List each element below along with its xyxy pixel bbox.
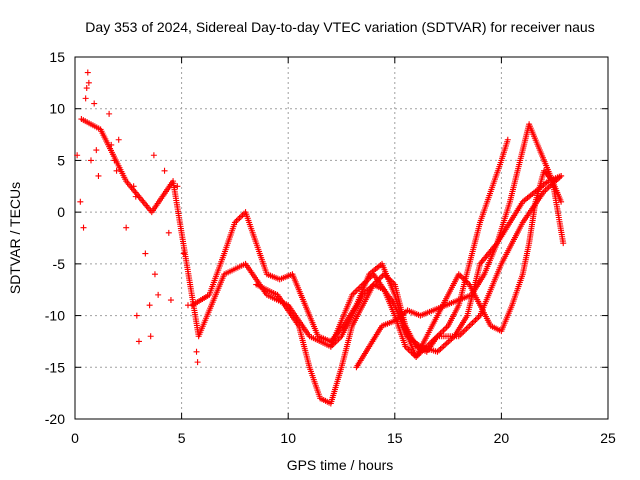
data-point xyxy=(194,359,201,366)
data-point xyxy=(467,321,474,328)
data-point xyxy=(180,250,187,257)
data-point xyxy=(239,212,246,219)
data-point xyxy=(234,216,241,223)
data-point xyxy=(133,312,140,319)
data-point xyxy=(558,172,565,179)
data-point xyxy=(147,333,154,340)
data-point xyxy=(135,338,142,345)
data-point xyxy=(93,147,100,154)
data-point xyxy=(95,172,102,179)
data-point xyxy=(106,110,113,117)
data-point xyxy=(85,79,92,86)
data-point xyxy=(80,224,87,231)
x-axis-label: GPS time / hours xyxy=(287,457,394,473)
data-point xyxy=(193,348,200,355)
data-point xyxy=(463,325,470,332)
data-point xyxy=(184,302,191,309)
x-tick-label: 5 xyxy=(178,430,186,446)
x-tick-label: 20 xyxy=(494,430,510,446)
data-point xyxy=(469,319,476,326)
data-point xyxy=(77,198,84,205)
data-point xyxy=(504,136,511,143)
x-tick-label: 25 xyxy=(600,430,616,446)
data-point xyxy=(155,291,162,298)
data-point xyxy=(167,297,174,304)
data-point xyxy=(174,183,181,190)
data-point xyxy=(108,141,115,148)
data-point xyxy=(437,330,444,337)
data-point xyxy=(132,193,139,200)
data-point xyxy=(472,317,479,324)
y-tick-label: 0 xyxy=(57,204,65,220)
plot-frame xyxy=(74,56,609,420)
y-axis-label: SDTVAR / TECUs xyxy=(7,182,23,294)
data-point xyxy=(470,318,477,325)
data-point xyxy=(146,302,153,309)
data-point xyxy=(442,325,449,332)
data-point xyxy=(74,152,81,159)
data-point xyxy=(150,152,157,159)
data-point xyxy=(440,327,447,334)
data-point xyxy=(151,271,158,278)
data-points xyxy=(74,69,567,407)
data-point xyxy=(161,167,168,174)
x-tick-label: 15 xyxy=(387,430,403,446)
y-tick-label: -5 xyxy=(53,256,66,272)
data-point xyxy=(352,288,359,295)
data-point xyxy=(130,183,137,190)
data-point xyxy=(82,95,89,102)
y-tick-label: 5 xyxy=(57,152,65,168)
data-point xyxy=(115,136,122,143)
data-point xyxy=(355,285,362,292)
data-point xyxy=(237,213,244,220)
y-tick-label: -15 xyxy=(45,359,65,375)
data-point xyxy=(123,224,130,231)
data-point xyxy=(353,287,360,294)
x-tick-label: 0 xyxy=(71,430,79,446)
chart-title: Day 353 of 2024, Sidereal Day-to-day VTE… xyxy=(85,19,594,35)
data-point xyxy=(165,229,172,236)
axis-ticks: 0 5 10 15 20 25 -20 -15 -10 -5 0 5 10 15 xyxy=(45,49,616,446)
y-tick-label: -10 xyxy=(45,308,65,324)
y-tick-label: 15 xyxy=(49,49,65,65)
data-point xyxy=(83,85,90,92)
data-point xyxy=(84,69,91,76)
x-tick-label: 10 xyxy=(280,430,296,446)
data-point xyxy=(461,327,468,334)
y-tick-label: 10 xyxy=(49,101,65,117)
data-point xyxy=(236,215,243,222)
y-tick-label: -20 xyxy=(45,411,65,427)
data-point xyxy=(91,100,98,107)
data-point xyxy=(474,315,481,322)
data-point xyxy=(466,322,473,329)
data-point xyxy=(458,274,465,281)
data-point xyxy=(113,167,120,174)
data-point xyxy=(87,157,94,164)
data-point xyxy=(435,331,442,338)
data-point xyxy=(464,324,471,331)
data-point xyxy=(560,240,567,247)
data-point xyxy=(142,250,149,257)
data-point xyxy=(111,157,118,164)
data-point xyxy=(558,198,565,205)
